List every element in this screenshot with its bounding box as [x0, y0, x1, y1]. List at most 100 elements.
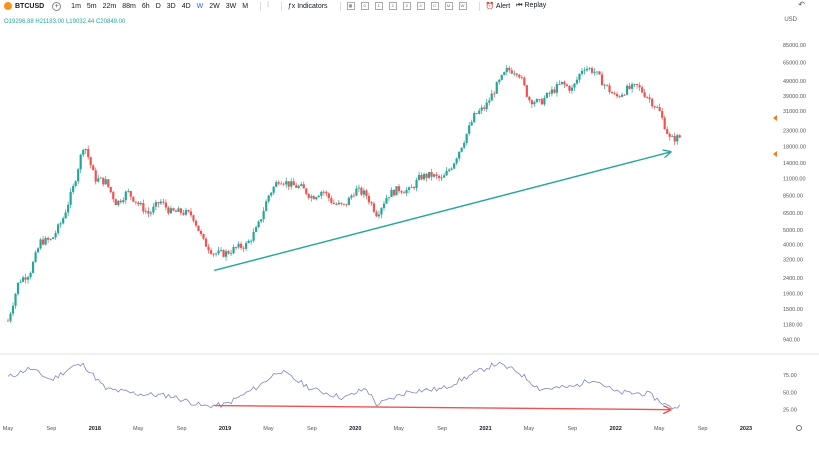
candle-body	[490, 93, 493, 101]
interval-5m[interactable]: 5m	[86, 2, 97, 10]
candle-body	[533, 102, 536, 105]
quick-button-4[interactable]: 4	[416, 2, 425, 10]
quick-button-w[interactable]: W	[458, 2, 467, 10]
candle-body	[352, 195, 355, 197]
candle-body	[470, 122, 473, 126]
interval-3d[interactable]: 3D	[166, 2, 176, 10]
quick-button-2[interactable]: 2	[388, 2, 397, 10]
symbol-button[interactable]: BTCUSD	[4, 2, 44, 10]
interval-2w[interactable]: 2W	[209, 2, 220, 10]
candle-body	[420, 175, 423, 180]
candle-body	[224, 251, 228, 257]
symbol-label: BTCUSD	[15, 2, 45, 10]
candle-body	[9, 313, 12, 321]
candle-body	[36, 248, 40, 253]
candle-body	[603, 84, 606, 86]
alert-button[interactable]: ⏰ Alert	[486, 2, 511, 10]
candle-body	[445, 170, 448, 176]
time-tick-label: Sep	[307, 426, 317, 432]
candle-body	[207, 246, 210, 251]
candle-body	[189, 211, 193, 216]
price-marker-icon	[773, 151, 777, 157]
candle-body	[583, 70, 586, 72]
candle-body	[167, 207, 170, 214]
price-trendline	[214, 152, 670, 272]
candle-body	[400, 191, 403, 193]
candle-body	[232, 247, 235, 254]
candle-body	[139, 203, 142, 205]
candle-body	[380, 208, 383, 215]
candle-body	[535, 99, 538, 103]
candle-body	[172, 208, 175, 211]
interval-88m[interactable]: 88m	[122, 2, 136, 10]
candle-body	[530, 100, 533, 105]
interval-m[interactable]: M	[242, 2, 249, 10]
candle-body	[671, 136, 674, 137]
candle-body	[280, 183, 283, 185]
candle-body	[450, 168, 453, 170]
quick-button-3[interactable]: 3	[402, 2, 411, 10]
top-toolbar: BTCUSD + 1m 5m 22m 88m 6h D 3D 4D W 2W 3W M ⫶ ƒx In…	[0, 0, 819, 12]
candle-body	[473, 113, 476, 123]
alarm-clock-icon: ⏰	[485, 3, 496, 10]
interval-6h[interactable]: 6h	[141, 2, 150, 10]
candle-body	[350, 195, 353, 198]
candle-body	[69, 191, 72, 205]
candle-body	[219, 250, 223, 251]
price-tick-label: 8500.00	[783, 193, 803, 199]
candle-body	[242, 247, 245, 249]
candle-body	[322, 191, 325, 193]
quick-button-m[interactable]: M	[444, 2, 453, 10]
interval-d[interactable]: D	[155, 2, 161, 10]
candle-body	[335, 204, 338, 205]
layout-grid-icon[interactable]: ▦	[346, 2, 355, 10]
candle-body	[518, 74, 521, 78]
candle-body	[320, 191, 323, 196]
candle-body	[260, 219, 263, 222]
interval-1m[interactable]: 1m	[71, 2, 81, 10]
candle-body	[545, 92, 548, 98]
candle-body	[265, 201, 268, 211]
candle-body	[643, 92, 646, 97]
time-tick-label: 2019	[219, 426, 231, 432]
candle-body	[478, 110, 481, 114]
quick-button-c[interactable]: C	[430, 2, 439, 10]
quick-button-1[interactable]: 1	[374, 2, 383, 10]
candle-body	[257, 221, 260, 228]
quick-button-0[interactable]: 0	[360, 2, 369, 10]
candle-body	[493, 93, 496, 95]
interval-3w[interactable]: 3W	[225, 2, 237, 10]
candle-body	[24, 277, 27, 280]
candle-body	[99, 177, 102, 179]
replay-button[interactable]: ⏮ Replay	[516, 2, 546, 10]
price-tick-label: 1900.00	[783, 291, 803, 297]
candle-body	[402, 192, 406, 194]
time-tick-label: Sep	[567, 426, 577, 432]
candle-body	[578, 73, 581, 80]
compare-add-icon[interactable]: +	[52, 1, 62, 11]
interval-22m[interactable]: 22m	[102, 2, 117, 10]
price-tick-label: 6500.00	[783, 211, 803, 217]
chart-type-icon[interactable]: ⫶	[267, 2, 269, 9]
candle-body	[422, 173, 426, 180]
candle-body	[666, 129, 669, 134]
candle-body	[553, 89, 556, 93]
candle-body	[360, 187, 363, 195]
candle-body	[187, 210, 190, 212]
price-tick-label: 14000.00	[783, 161, 806, 167]
candle-body	[651, 99, 654, 107]
candle-body	[34, 252, 37, 262]
candle-body	[194, 220, 198, 226]
undo-icon[interactable]: ↶	[798, 0, 805, 9]
indicators-button[interactable]: ƒx Indicators	[288, 3, 328, 10]
interval-4d[interactable]: 4D	[181, 2, 191, 10]
candle-body	[67, 204, 70, 213]
price-tick-label: 11000.00	[783, 177, 806, 183]
candle-body	[164, 202, 168, 208]
candle-body	[392, 189, 396, 196]
candle-body	[555, 84, 559, 93]
interval-w[interactable]: W	[196, 2, 204, 10]
time-tick-label: May	[654, 426, 665, 432]
price-tick-label: 65000.00	[783, 60, 806, 66]
